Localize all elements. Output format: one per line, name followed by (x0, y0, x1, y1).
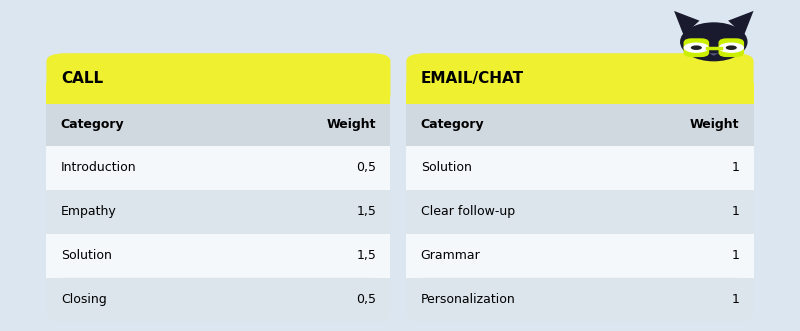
FancyBboxPatch shape (406, 53, 754, 104)
Text: 1: 1 (731, 205, 739, 218)
Text: Category: Category (61, 118, 124, 131)
FancyBboxPatch shape (686, 40, 707, 55)
Text: Closing: Closing (61, 293, 106, 306)
Text: EMAIL/CHAT: EMAIL/CHAT (421, 71, 524, 86)
Bar (46, 104, 390, 146)
FancyBboxPatch shape (406, 53, 754, 322)
Text: 1,5: 1,5 (356, 249, 376, 262)
Circle shape (684, 42, 709, 53)
Bar (46, 190, 390, 234)
Text: 1,5: 1,5 (356, 205, 376, 218)
Text: Category: Category (421, 118, 484, 131)
FancyBboxPatch shape (46, 53, 390, 322)
Text: Personalization: Personalization (421, 293, 515, 306)
Bar (406, 190, 754, 234)
Text: 1: 1 (731, 249, 739, 262)
Text: Clear follow-up: Clear follow-up (421, 205, 514, 218)
Ellipse shape (680, 22, 747, 61)
Bar (406, 146, 754, 190)
FancyBboxPatch shape (406, 278, 754, 322)
Bar (46, 234, 390, 278)
Bar (46, 83, 390, 104)
FancyBboxPatch shape (46, 278, 390, 322)
Text: Empathy: Empathy (61, 205, 117, 218)
Polygon shape (674, 11, 699, 35)
Text: Introduction: Introduction (61, 162, 136, 174)
Text: 1: 1 (731, 162, 739, 174)
Bar (46, 278, 390, 304)
Circle shape (726, 45, 737, 50)
Bar (406, 278, 754, 304)
Text: Solution: Solution (421, 162, 471, 174)
Text: 0,5: 0,5 (356, 293, 376, 306)
FancyBboxPatch shape (46, 53, 390, 104)
Polygon shape (709, 53, 718, 56)
Polygon shape (728, 11, 754, 35)
Bar (406, 234, 754, 278)
Text: 0,5: 0,5 (356, 162, 376, 174)
Text: 1: 1 (731, 293, 739, 306)
Text: CALL: CALL (61, 71, 103, 86)
Bar (406, 83, 754, 104)
Text: Grammar: Grammar (421, 249, 481, 262)
FancyBboxPatch shape (721, 40, 742, 55)
Bar (46, 146, 390, 190)
Text: Weight: Weight (690, 118, 739, 131)
Bar (406, 104, 754, 146)
Text: Weight: Weight (326, 118, 376, 131)
Circle shape (718, 42, 744, 53)
Text: Solution: Solution (61, 249, 112, 262)
Circle shape (690, 45, 702, 50)
